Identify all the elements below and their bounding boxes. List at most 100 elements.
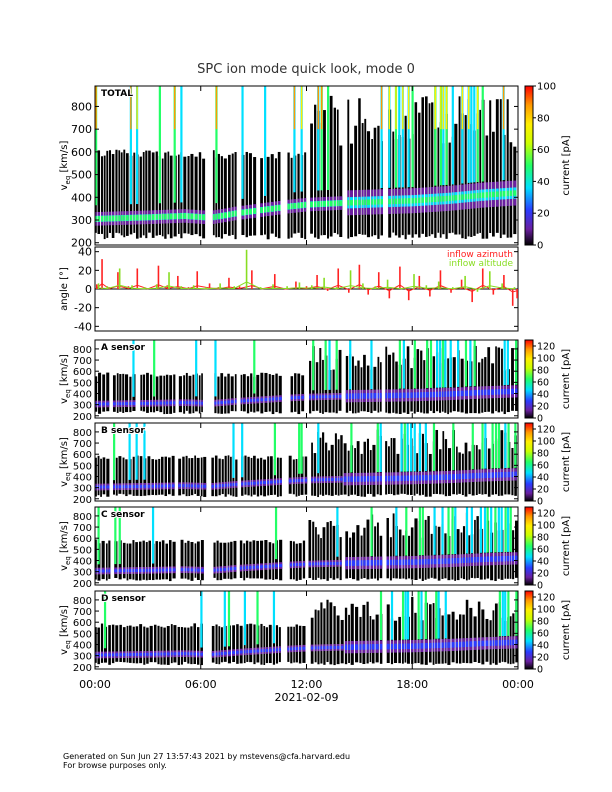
y-axis-symbol: v <box>59 565 70 571</box>
y-tick-label: 800 <box>71 100 92 113</box>
y-tick-label: 200 <box>73 412 92 423</box>
y-axis-subscript: eq <box>64 640 72 649</box>
y-tick-label: 400 <box>71 191 92 204</box>
series-altitude <box>97 249 516 292</box>
colorbar <box>524 422 534 502</box>
y-tick-label: 700 <box>73 523 92 534</box>
colorbar-tick-label: 120 <box>537 425 555 436</box>
y-axis-symbol: v <box>59 184 70 190</box>
colorbar-tick-label: 80 <box>537 366 549 377</box>
y-axis-subscript: eq <box>64 556 72 565</box>
colorbar <box>524 590 534 670</box>
colorbar-tick-label: 100 <box>537 605 555 616</box>
y-tick-label: 600 <box>71 146 92 159</box>
y-tick-label: 300 <box>71 214 92 227</box>
y-tick-label: 200 <box>73 579 92 590</box>
spectrogram <box>95 340 518 415</box>
colorbar-label: current [pA] <box>561 432 572 492</box>
y-tick-label: 400 <box>73 472 92 483</box>
colorbar-tick-label: 60 <box>537 545 549 556</box>
y-axis-label: angle [°] <box>59 267 70 311</box>
colorbar-label: current [pA] <box>561 516 572 576</box>
series-line <box>98 281 515 291</box>
y-tick-label: 300 <box>73 484 92 495</box>
y-axis-label: veq [km/s] <box>59 521 72 571</box>
colorbar-tick-label: 20 <box>537 653 549 664</box>
colorbar-tick-label: 60 <box>537 629 549 640</box>
y-axis-unit: [km/s] <box>59 605 70 640</box>
colorbar-tick-label: 60 <box>537 378 549 389</box>
legend-entry: inflow azimuth <box>447 250 513 260</box>
y-axis-symbol: v <box>59 481 70 487</box>
y-tick-label: 300 <box>73 652 92 663</box>
y-tick-label: 500 <box>73 629 92 640</box>
y-tick-label: -40 <box>74 320 92 333</box>
colorbar-tick-label: 40 <box>537 557 549 568</box>
colorbar-tick-label: 0 <box>537 665 543 676</box>
y-tick-label: 200 <box>71 237 92 250</box>
y-axis-label: veq [km/s] <box>59 437 72 487</box>
panel-total: 200 300 400 500 600 700 800 TOTAL veq [km/s] 0 20 4… <box>59 82 572 252</box>
y-tick-label: 400 <box>73 389 92 400</box>
colorbar-tick-label: 0 <box>537 497 543 508</box>
colorbar-tick-label: 100 <box>537 82 556 93</box>
colorbar-tick-label: 40 <box>537 390 549 401</box>
y-tick-label: 500 <box>73 545 92 556</box>
y-axis-label: veq [km/s] <box>59 605 72 655</box>
x-tick-label: 00:00 <box>79 678 111 691</box>
y-tick-label: 20 <box>78 264 92 277</box>
y-axis-subscript: eq <box>64 389 72 398</box>
colorbar <box>524 85 534 246</box>
colorbar-tick-label: 100 <box>537 521 555 532</box>
colorbar-tick-label: 20 <box>537 402 549 413</box>
y-tick-label: 300 <box>73 401 92 412</box>
colorbar-tick-label: 20 <box>537 485 549 496</box>
spectrogram <box>95 86 518 240</box>
y-axis-unit: [km/s] <box>59 141 70 176</box>
colorbar-label: current [pA] <box>561 135 572 195</box>
y-tick-label: 700 <box>73 607 92 618</box>
colorbar-tick-label: 80 <box>537 617 549 628</box>
colorbar-label: current [pA] <box>561 600 572 660</box>
y-tick-label: 800 <box>73 512 92 523</box>
y-tick-label: 400 <box>73 556 92 567</box>
colorbar-tick-label: 100 <box>537 437 555 448</box>
colorbar <box>524 339 534 419</box>
y-tick-label: 500 <box>71 169 92 182</box>
legend-entry: inflow altitude <box>449 259 514 269</box>
x-axis-label: 2021-02-09 <box>275 691 339 704</box>
y-tick-label: 40 <box>78 246 92 259</box>
y-tick-label: -20 <box>74 302 92 315</box>
y-axis-unit: [km/s] <box>59 521 70 556</box>
y-axis-symbol: v <box>59 649 70 655</box>
y-tick-label: 600 <box>73 450 92 461</box>
y-tick-label: 600 <box>73 367 92 378</box>
colorbar-tick-label: 60 <box>537 461 549 472</box>
colorbar-tick-label: 80 <box>537 449 549 460</box>
colorbar-tick-label: 80 <box>537 533 549 544</box>
colorbar-tick-label: 40 <box>537 177 550 188</box>
y-tick-label: 500 <box>73 461 92 472</box>
colorbar-tick-label: 100 <box>537 354 555 365</box>
colorbar-tick-label: 20 <box>537 209 550 220</box>
y-tick-label: 300 <box>73 568 92 579</box>
panel-label: B sensor <box>101 426 145 436</box>
y-tick-label: 200 <box>73 663 92 674</box>
y-axis-unit: [km/s] <box>59 354 70 389</box>
colorbar-tick-label: 120 <box>537 342 555 353</box>
colorbar <box>524 506 534 586</box>
y-tick-label: 800 <box>73 345 92 356</box>
y-axis-symbol: v <box>59 398 70 404</box>
y-tick-label: 700 <box>73 356 92 367</box>
figure-title: SPC ion mode quick look, mode 0 <box>197 62 415 77</box>
y-tick-label: 800 <box>73 428 92 439</box>
panel-label: TOTAL <box>101 89 133 99</box>
y-tick-label: 600 <box>73 618 92 629</box>
colorbar-tick-label: 20 <box>537 569 549 580</box>
colorbar-tick-label: 40 <box>537 473 549 484</box>
